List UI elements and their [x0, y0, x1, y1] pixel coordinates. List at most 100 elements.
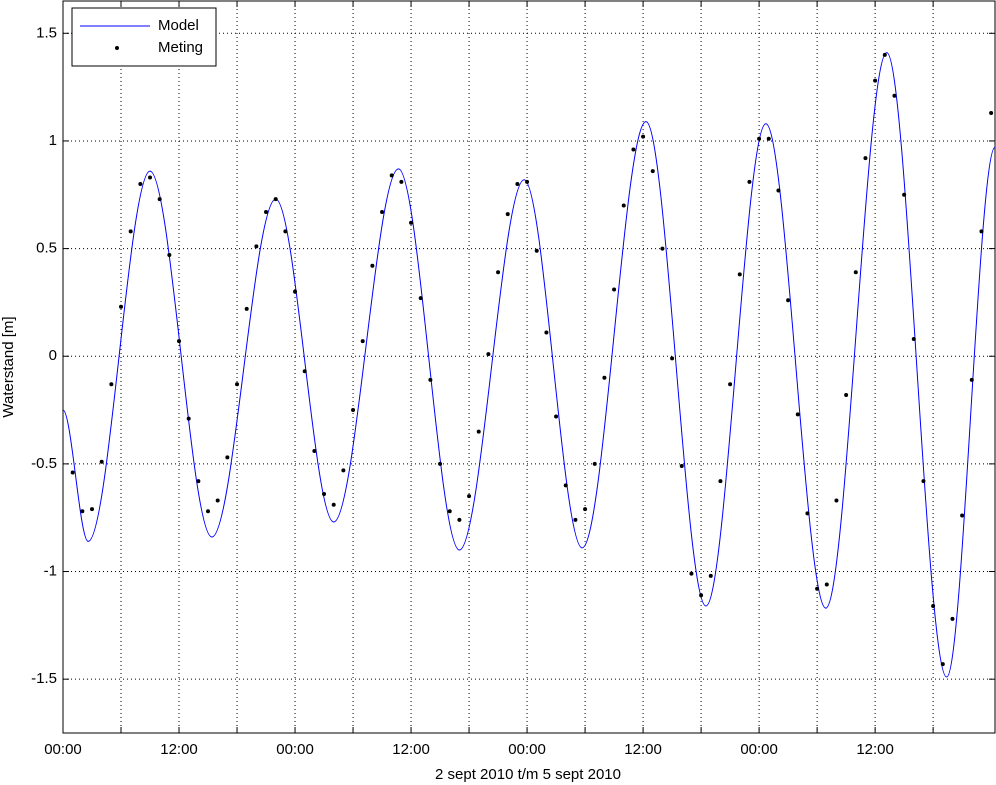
x-tick-label: 12:00: [624, 741, 662, 758]
measurement-point: [447, 509, 452, 514]
y-tick-label: 0.5: [36, 240, 57, 257]
measurement-point: [331, 502, 336, 507]
measurement-point: [389, 173, 394, 178]
measurement-point: [225, 455, 230, 460]
measurement-point: [670, 356, 675, 361]
measurement-point: [486, 352, 491, 357]
measurement-point: [80, 509, 85, 514]
measurement-point: [960, 513, 965, 518]
measurement-point: [863, 156, 868, 161]
measurement-point: [979, 229, 984, 234]
measurement-point: [989, 110, 994, 115]
x-tick-label: 00:00: [44, 741, 82, 758]
measurement-point: [167, 253, 172, 258]
measurement-point: [766, 136, 771, 141]
measurement-point: [757, 136, 762, 141]
measurement-point: [902, 192, 907, 197]
x-tick-label: 12:00: [160, 741, 198, 758]
measurement-point: [409, 220, 414, 225]
measurement-point: [844, 392, 849, 397]
measurement-point: [834, 498, 839, 503]
measurement-point: [322, 492, 327, 497]
measurement-point: [747, 179, 752, 184]
y-tick-label: 0: [49, 347, 57, 364]
measurement-point: [892, 93, 897, 98]
measurement-point: [563, 483, 568, 488]
measurement-point: [612, 287, 617, 292]
y-axis-label: Waterstand [m]: [0, 316, 17, 417]
measurement-point: [534, 248, 539, 253]
measurement-point: [428, 377, 433, 382]
measurement-point: [882, 52, 887, 57]
measurement-point: [525, 179, 530, 184]
measurement-point: [264, 209, 269, 214]
measurement-point: [273, 197, 278, 202]
measurement-point: [109, 382, 114, 387]
measurement-point: [457, 517, 462, 522]
measurement-point: [969, 377, 974, 382]
x-tick-label: 12:00: [856, 741, 894, 758]
measurement-point: [293, 289, 298, 294]
measurement-point: [631, 147, 636, 152]
measurement-point: [931, 603, 936, 608]
legend-label: Model: [158, 17, 199, 34]
measurement-point: [795, 412, 800, 417]
measurement-point: [496, 270, 501, 275]
measurement-point: [235, 382, 240, 387]
measurement-point: [708, 573, 713, 578]
measurement-point: [370, 263, 375, 268]
model-line: [62, 52, 996, 678]
x-tick-label: 00:00: [276, 741, 314, 758]
measurement-point: [505, 212, 510, 217]
measurement-point: [244, 306, 249, 311]
measurement-point: [583, 507, 588, 512]
measurement-point: [679, 464, 684, 469]
measurement-point: [418, 296, 423, 301]
measurement-point: [660, 246, 665, 251]
x-axis-label: 2 sept 2010 t/m 5 sept 2010: [435, 766, 621, 783]
plot-frame: [62, 0, 996, 734]
measurement-point: [360, 339, 365, 344]
measurement-point: [602, 375, 607, 380]
y-tick-label: 1: [49, 132, 57, 149]
measurement-point: [196, 479, 201, 484]
measurement-point: [621, 203, 626, 208]
measurement-point: [728, 382, 733, 387]
y-tick-label: -1.5: [31, 670, 57, 687]
measurement-point: [699, 593, 704, 598]
measurement-point: [805, 511, 810, 516]
legend-label: Meting: [158, 39, 203, 56]
measurement-point: [399, 179, 404, 184]
measurement-point: [650, 169, 655, 174]
measurement-point: [128, 229, 133, 234]
measurement-point: [148, 175, 153, 180]
measurement-point: [776, 188, 781, 193]
measurement-point: [341, 468, 346, 473]
measurement-point: [737, 272, 742, 277]
measurement-point: [283, 229, 288, 234]
measurement-point: [380, 209, 385, 214]
y-tick-label: -0.5: [31, 455, 57, 472]
measurement-point: [786, 298, 791, 303]
legend-box: [71, 7, 217, 67]
measurement-point: [873, 78, 878, 83]
measurement-point: [90, 507, 95, 512]
y-tick-label: -1: [44, 562, 57, 579]
measurement-point: [592, 461, 597, 466]
measurement-point: [438, 461, 443, 466]
measurement-point: [853, 270, 858, 275]
measurement-point: [186, 416, 191, 421]
measurement-point: [476, 429, 481, 434]
y-tick-label: 1.5: [36, 24, 57, 41]
measurement-point: [467, 494, 472, 499]
measurement-point: [157, 197, 162, 202]
measurement-point: [718, 479, 723, 484]
measurement-point: [206, 509, 211, 514]
measurement-point: [940, 662, 945, 667]
x-tick-label: 12:00: [392, 741, 430, 758]
measurement-point: [138, 182, 143, 186]
measurement-point: [515, 182, 520, 186]
measurement-point: [824, 582, 829, 587]
measurement-point: [215, 498, 220, 503]
